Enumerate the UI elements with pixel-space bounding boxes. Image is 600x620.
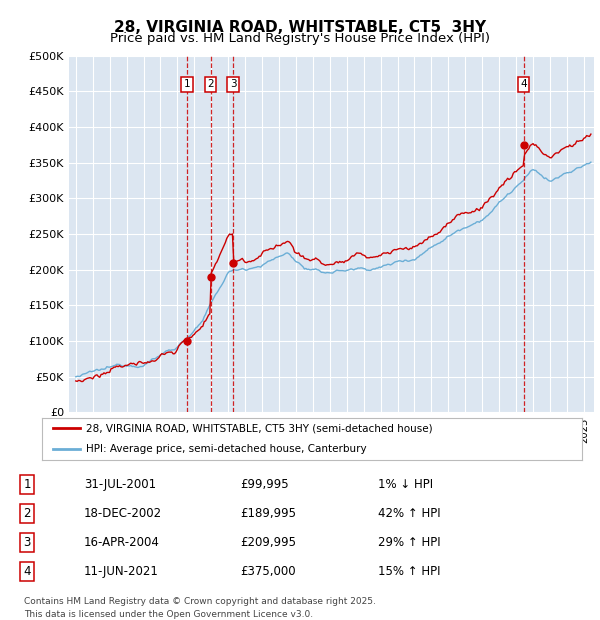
Text: 28, VIRGINIA ROAD, WHITSTABLE, CT5  3HY: 28, VIRGINIA ROAD, WHITSTABLE, CT5 3HY — [114, 20, 486, 35]
Text: 4: 4 — [520, 79, 527, 89]
Text: Price paid vs. HM Land Registry's House Price Index (HPI): Price paid vs. HM Land Registry's House … — [110, 32, 490, 45]
Text: 2: 2 — [207, 79, 214, 89]
Text: 1% ↓ HPI: 1% ↓ HPI — [378, 478, 433, 491]
Text: 3: 3 — [230, 79, 236, 89]
Text: £99,995: £99,995 — [240, 478, 289, 491]
Text: £209,995: £209,995 — [240, 536, 296, 549]
Text: 16-APR-2004: 16-APR-2004 — [84, 536, 160, 549]
Text: Contains HM Land Registry data © Crown copyright and database right 2025.
This d: Contains HM Land Registry data © Crown c… — [24, 597, 376, 619]
Text: 3: 3 — [23, 536, 31, 549]
Text: HPI: Average price, semi-detached house, Canterbury: HPI: Average price, semi-detached house,… — [86, 445, 367, 454]
Text: 4: 4 — [23, 565, 31, 578]
Text: £375,000: £375,000 — [240, 565, 296, 578]
Text: 1: 1 — [184, 79, 191, 89]
Text: 29% ↑ HPI: 29% ↑ HPI — [378, 536, 440, 549]
Text: 1: 1 — [23, 478, 31, 491]
Text: 11-JUN-2021: 11-JUN-2021 — [84, 565, 159, 578]
Text: 15% ↑ HPI: 15% ↑ HPI — [378, 565, 440, 578]
Text: £189,995: £189,995 — [240, 507, 296, 520]
Text: 18-DEC-2002: 18-DEC-2002 — [84, 507, 162, 520]
Text: 31-JUL-2001: 31-JUL-2001 — [84, 478, 156, 491]
Text: 42% ↑ HPI: 42% ↑ HPI — [378, 507, 440, 520]
Text: 2: 2 — [23, 507, 31, 520]
Text: 28, VIRGINIA ROAD, WHITSTABLE, CT5 3HY (semi-detached house): 28, VIRGINIA ROAD, WHITSTABLE, CT5 3HY (… — [86, 423, 433, 433]
